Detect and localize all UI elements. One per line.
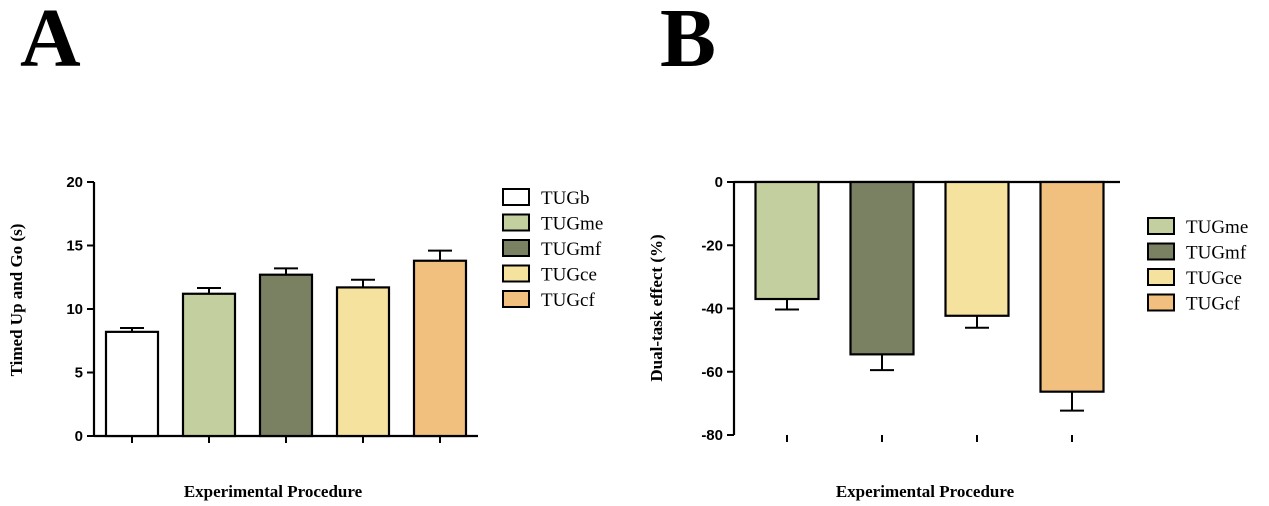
chart-a-legend-swatch-tugme — [502, 213, 530, 232]
chart-b: Dual-task effect (%) Experimental Proced… — [647, 174, 1248, 501]
chart-a: Timed Up and Go (s) Experimental Procedu… — [7, 174, 603, 501]
chart-b-y-axis-title: Dual-task effect (%) — [647, 234, 666, 381]
chart-b-y-tick-label: -60 — [701, 364, 723, 381]
chart-b-bar-tugme — [754, 180, 820, 301]
chart-b-bar-tugmf — [849, 180, 915, 356]
chart-a-legend-swatch-tugce — [502, 264, 530, 283]
chart-a-legend-label-tugce: TUGce — [541, 265, 597, 286]
chart-a-y-tick-label: 10 — [66, 301, 83, 318]
chart-a-bar-tugce — [335, 286, 391, 438]
chart-a-legend-swatch-tugb — [502, 188, 530, 206]
chart-a-y-axis-title: Timed Up and Go (s) — [7, 224, 26, 377]
chart-a-bar-tugb — [104, 330, 160, 438]
chart-b-legend-label-tugce: TUGce — [1186, 268, 1242, 289]
chart-b-x-axis-title: Experimental Procedure — [836, 482, 1015, 501]
chart-b-legend-swatch-tugcf — [1147, 293, 1175, 312]
chart-a-legend-label-tugb: TUGb — [541, 188, 590, 209]
panel-label-b: B — [660, 0, 716, 85]
chart-a-bar-tugme — [181, 292, 237, 438]
chart-b-legend-label-tugme: TUGme — [1186, 217, 1248, 238]
chart-b-y-tick-label: -20 — [701, 237, 723, 254]
chart-a-legend-swatch-tugmf — [502, 239, 530, 257]
chart-b-legend-label-tugmf: TUGmf — [1186, 243, 1247, 264]
chart-b-legend-label-tugcf: TUGcf — [1186, 294, 1240, 315]
chart-b-legend-swatch-tugmf — [1147, 242, 1175, 261]
chart-b-y-tick-label: -40 — [701, 301, 723, 318]
chart-a-legend-label-tugcf: TUGcf — [541, 290, 595, 311]
chart-a-y-tick-label: 0 — [75, 428, 83, 445]
chart-a-bar-tugcf — [412, 259, 468, 438]
chart-b-legend-swatch-tugce — [1147, 268, 1175, 286]
chart-a-y-tick-label: 20 — [66, 174, 83, 191]
chart-a-x-axis-title: Experimental Procedure — [184, 482, 363, 501]
chart-a-legend-label-tugme: TUGme — [541, 214, 603, 235]
chart-a-legend-swatch-tugcf — [502, 290, 530, 308]
chart-a-legend-label-tugmf: TUGmf — [541, 239, 602, 260]
chart-a-y-tick-label: 5 — [75, 365, 83, 382]
chart-a-bar-tugmf — [258, 273, 314, 438]
panel-label-a: A — [20, 0, 81, 85]
chart-b-y-tick-label: 0 — [715, 174, 723, 191]
chart-b-legend-swatch-tugme — [1147, 217, 1175, 235]
chart-b-bar-tugce — [944, 180, 1010, 317]
chart-a-y-tick-label: 15 — [66, 238, 83, 255]
chart-b-y-tick-label: -80 — [701, 427, 723, 444]
chart-b-bar-tugcf — [1039, 180, 1105, 393]
